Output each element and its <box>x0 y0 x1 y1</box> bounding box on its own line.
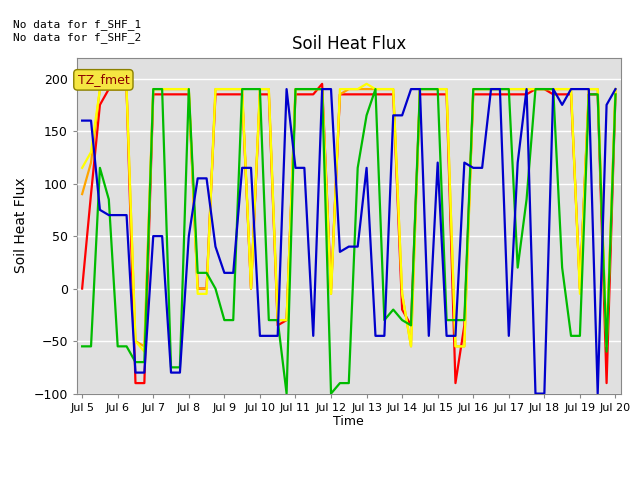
Y-axis label: Soil Heat Flux: Soil Heat Flux <box>14 178 28 274</box>
X-axis label: Time: Time <box>333 415 364 429</box>
Text: No data for f_SHF_1
No data for f_SHF_2: No data for f_SHF_1 No data for f_SHF_2 <box>13 19 141 43</box>
Title: Soil Heat Flux: Soil Heat Flux <box>292 35 406 53</box>
Text: TZ_fmet: TZ_fmet <box>77 73 129 86</box>
Legend: SHF1, SHF2, SHF3, SHF4, SHF5: SHF1, SHF2, SHF3, SHF4, SHF5 <box>134 474 563 480</box>
